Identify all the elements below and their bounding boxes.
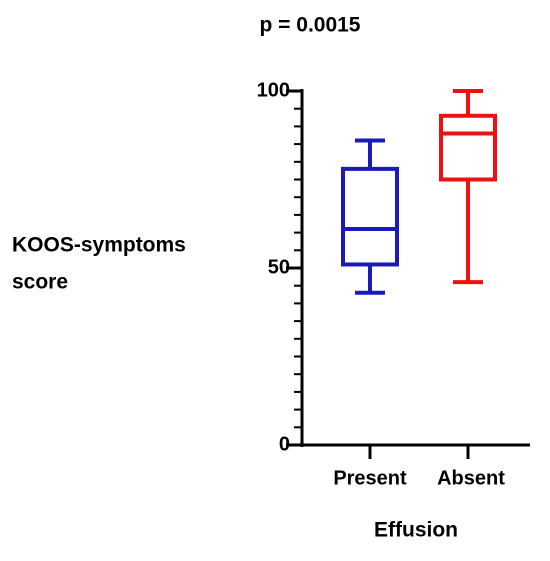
box bbox=[341, 166, 399, 267]
y-axis-label: score bbox=[12, 271, 68, 294]
chart-title: p = 0.0015 bbox=[260, 14, 361, 37]
y-tick-label: 0 bbox=[279, 433, 290, 455]
x-tick-label: Present bbox=[333, 467, 407, 489]
box bbox=[439, 113, 497, 182]
x-axis-label: Effusion bbox=[374, 519, 458, 542]
y-tick-label: 50 bbox=[268, 256, 290, 278]
y-axis-label: KOOS-symptoms bbox=[12, 234, 186, 257]
x-tick-label: Absent bbox=[437, 467, 505, 489]
y-tick-label: 100 bbox=[257, 79, 290, 101]
